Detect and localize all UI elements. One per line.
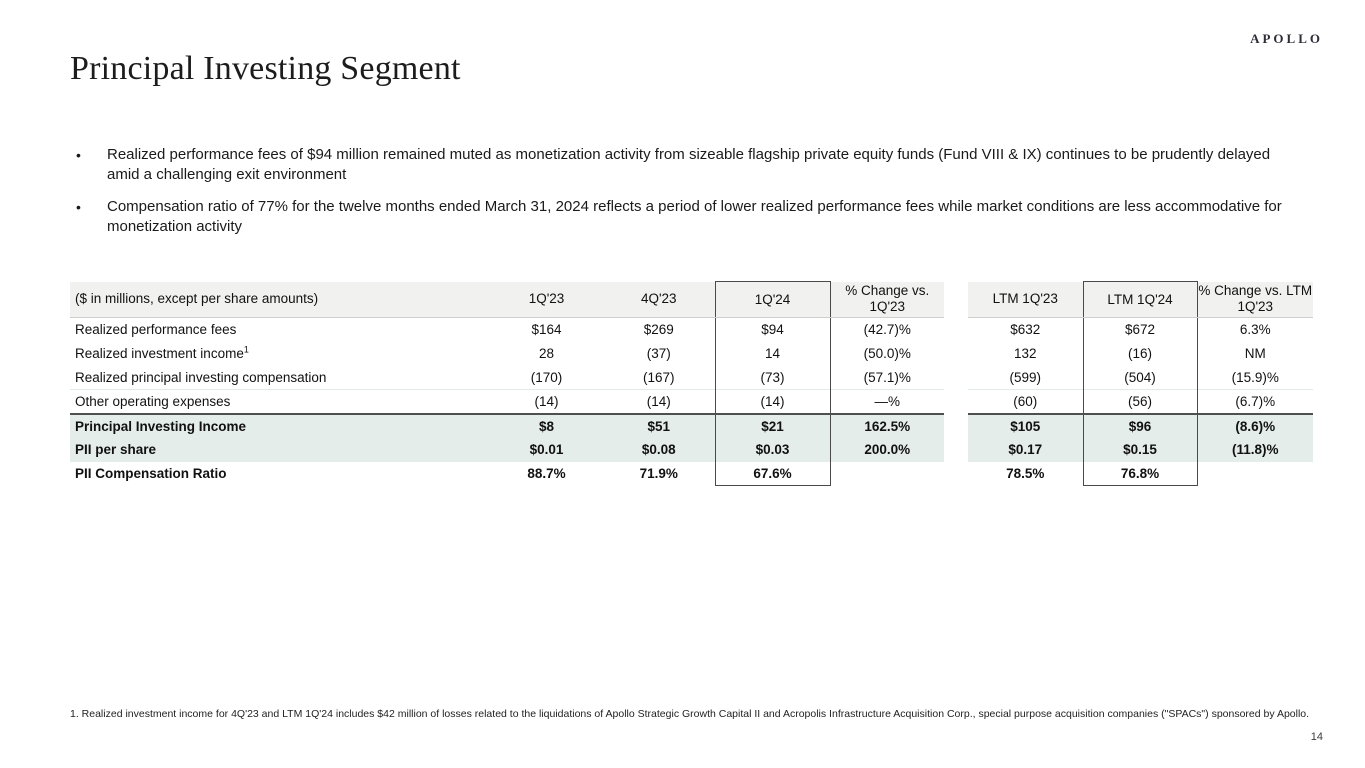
cell-value: (14) — [714, 389, 831, 414]
column-header-pct-change: % Change vs. 1Q'23 — [830, 281, 944, 318]
column-header-1q23: 1Q'23 — [490, 281, 603, 318]
table-row: Other operating expenses (14) (14) (14) —% (6… — [70, 389, 1313, 414]
row-label: Other operating expenses — [70, 389, 490, 414]
cell-value: $0.17 — [968, 437, 1083, 462]
cell-value: $21 — [714, 412, 831, 438]
cell-value: $164 — [531, 322, 562, 338]
table-header-row: ($ in millions, except per share amounts… — [70, 281, 1313, 318]
cell-value: (6.7)% — [1197, 389, 1313, 414]
cell-value: (14) — [603, 389, 715, 414]
row-label: Realized principal investing compensatio… — [75, 369, 327, 385]
column-header-1q24: 1Q'24 — [714, 281, 831, 318]
cell-value: (60) — [968, 389, 1083, 414]
cell-value: (37) — [646, 346, 671, 361]
apollo-logo: APOLLO — [1250, 31, 1323, 46]
cell-value: (8.6)% — [1197, 412, 1313, 438]
column-gap — [944, 437, 968, 462]
bullet-text: Realized performance fees of $94 million… — [107, 146, 1271, 183]
row-label: Realized performance fees — [75, 322, 237, 338]
list-item: • Realized performance fees of $94 milli… — [70, 145, 1295, 185]
bullet-icon: • — [76, 147, 81, 163]
cell-value: 76.8% — [1082, 461, 1198, 486]
cell-value: 67.6% — [714, 461, 831, 486]
table-row: Principal Investing Income $8 $51 $21 162.5%… — [70, 412, 1313, 438]
cell-value: (57.1)% — [863, 369, 911, 385]
cell-value — [1197, 462, 1313, 486]
row-label: PII per share — [70, 437, 490, 462]
cell-value: (15.9)% — [1231, 369, 1279, 385]
table-row: PII per share $0.01 $0.08 $0.03 200.0% $0.17 $… — [70, 437, 1313, 462]
cell-value: (170) — [530, 369, 563, 385]
cell-value: (14) — [490, 389, 603, 414]
bullet-icon: • — [76, 199, 81, 215]
cell-value: $0.03 — [714, 437, 831, 462]
cell-value — [830, 462, 944, 486]
table-row: Realized performance fees $164 $269 $94 (42.… — [70, 317, 1313, 342]
row-label: Realized investment income1 — [75, 344, 249, 361]
column-header-ltm-1q23: LTM 1Q'23 — [968, 281, 1083, 318]
cell-value: (504) — [1082, 365, 1198, 390]
column-gap — [944, 462, 968, 486]
column-gap — [944, 318, 968, 342]
cell-value: (16) — [1082, 341, 1198, 366]
column-header-4q23: 4Q'23 — [603, 281, 715, 318]
cell-value: (11.8)% — [1197, 437, 1313, 462]
cell-value: $632 — [1010, 322, 1041, 338]
cell-value: 78.5% — [1006, 466, 1045, 481]
column-header-pct-change-ltm: % Change vs. LTM 1Q'23 — [1197, 281, 1313, 318]
row-label: PII Compensation Ratio — [75, 466, 227, 481]
cell-value: $0.08 — [603, 437, 715, 462]
cell-value: $105 — [968, 412, 1083, 438]
cell-value: (42.7)% — [863, 322, 911, 338]
column-gap — [944, 366, 968, 390]
cell-value: (50.0)% — [863, 346, 911, 361]
cell-value: —% — [830, 389, 944, 414]
cell-value: 88.7% — [527, 466, 566, 481]
table-row: Realized investment income1 28 (37) 14 (50.0… — [70, 341, 1313, 366]
cell-value: 132 — [1013, 346, 1037, 361]
footnote: 1. Realized investment income for 4Q'23 … — [70, 708, 1310, 720]
financials-table: ($ in millions, except per share amounts… — [70, 281, 1313, 486]
cell-value: (56) — [1082, 389, 1198, 414]
cell-value: $0.01 — [490, 437, 603, 462]
cell-value: 162.5% — [830, 412, 944, 438]
cell-value: (73) — [714, 365, 831, 390]
cell-value: $96 — [1082, 412, 1198, 438]
cell-value: NM — [1244, 346, 1266, 361]
cell-value: $94 — [714, 317, 831, 342]
table-row: Realized principal investing compensatio… — [70, 365, 1313, 390]
cell-value: $672 — [1082, 317, 1198, 342]
row-label: Principal Investing Income — [70, 412, 490, 438]
list-item: • Compensation ratio of 77% for the twel… — [70, 197, 1295, 237]
page-title: Principal Investing Segment — [70, 50, 461, 87]
cell-value: 6.3% — [1239, 322, 1271, 338]
cell-value: $269 — [643, 322, 674, 338]
cell-value: $51 — [603, 412, 715, 438]
cell-value: $0.15 — [1082, 437, 1198, 462]
cell-value: 71.9% — [639, 466, 678, 481]
bullet-list: • Realized performance fees of $94 milli… — [70, 145, 1295, 249]
cell-value: 14 — [714, 341, 831, 366]
column-gap — [944, 390, 968, 414]
page-number: 14 — [1310, 731, 1323, 743]
cell-value: (167) — [642, 369, 675, 385]
cell-value: 28 — [538, 346, 555, 361]
bullet-text: Compensation ratio of 77% for the twelve… — [107, 198, 1282, 235]
cell-value: (599) — [1009, 369, 1041, 385]
cell-value: 200.0% — [830, 437, 944, 462]
cell-value: $8 — [490, 412, 603, 438]
column-header-ltm-1q24: LTM 1Q'24 — [1082, 281, 1198, 318]
table-units-header: ($ in millions, except per share amounts… — [70, 281, 490, 318]
column-gap — [944, 413, 968, 438]
table-row: PII Compensation Ratio 88.7% 71.9% 67.6% 78.… — [70, 461, 1313, 486]
table-body: Realized performance fees $164 $269 $94 (42.… — [70, 317, 1313, 486]
column-gap — [944, 342, 968, 366]
column-gap — [944, 281, 968, 318]
